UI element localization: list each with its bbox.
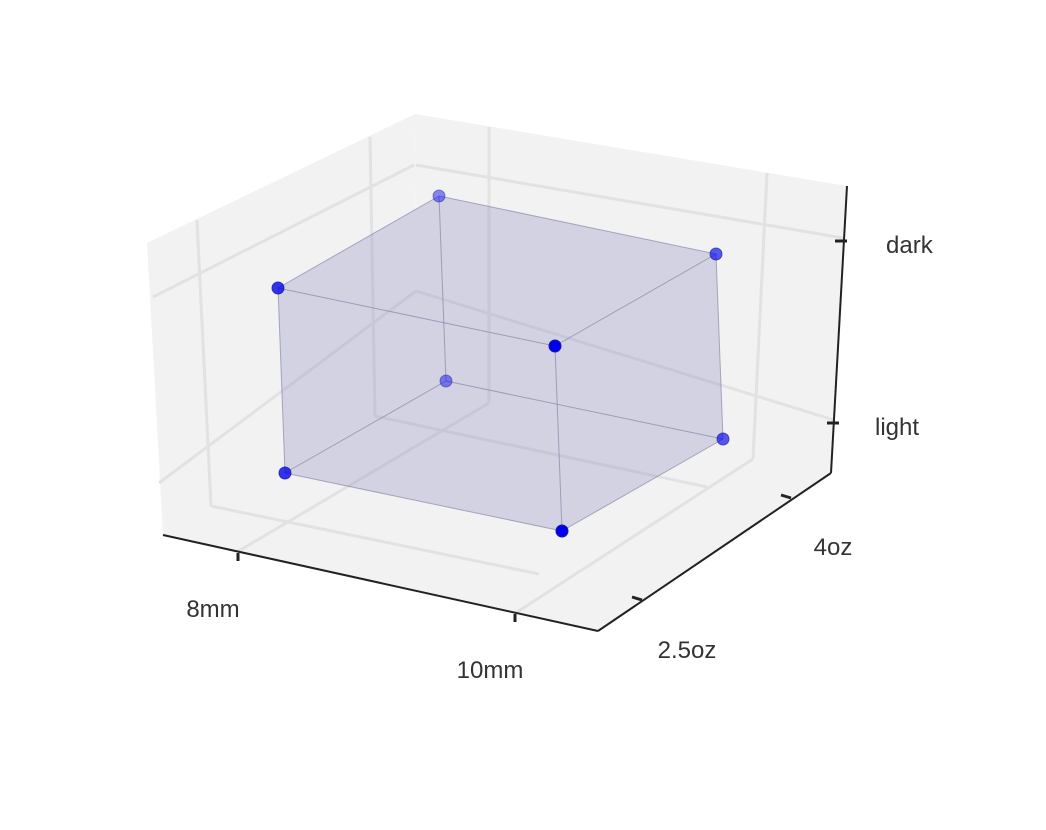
cube-edge [445,380,724,440]
cube-face [278,196,446,473]
grid-line [210,504,540,576]
axis-ticks [236,239,847,622]
data-point [709,247,723,261]
grid-line [415,163,844,240]
cube-edge [554,253,717,347]
grid-line [415,289,835,422]
y-tick-label: 2.5oz [658,637,717,664]
grid-line [751,172,769,460]
grid-line [152,163,415,299]
grid-line [368,136,377,417]
data-point [555,524,569,538]
data-point [278,466,292,480]
back-panes [147,114,847,631]
cube-edge [561,438,724,532]
cube-edge [284,380,447,474]
x-tick-label: 10mm [457,657,524,684]
data-point [548,339,562,353]
x-tick-label: 8mm [186,596,239,623]
cube-face [278,288,562,531]
z-tick-label: dark [886,232,934,259]
cube-edge [277,287,286,474]
cube-edge [554,345,563,532]
data-point [432,189,446,203]
right-back-pane [415,114,847,473]
y-axis-tick [631,595,643,602]
cube-edge [284,472,563,532]
cube-face [555,254,723,531]
y-axis-line [597,472,832,632]
y-tick-label: 4oz [814,534,853,561]
grid-line [374,414,708,489]
y-axis-tick [780,493,792,500]
cube-edges [277,195,724,532]
data-points [271,189,730,538]
axes [162,185,848,632]
z-axis-line [830,185,848,474]
cube-face [285,381,723,531]
cube-edge [277,287,556,347]
z-tick-label: light [875,414,919,441]
grid-line [195,219,213,507]
grid-line [158,289,417,485]
floor-pane [163,346,831,631]
data-point [439,374,453,388]
cube-face [439,196,723,439]
cube-edge [438,195,447,382]
cube-edge [715,253,724,440]
grid-line [236,401,490,554]
cube-face [278,196,716,346]
data-point [271,281,285,295]
grid-lines [152,127,844,616]
tick-labels: 8mm 10mm 2.5oz 4oz light dark [186,232,933,684]
cube-edge [277,195,440,289]
x-axis-line [162,534,599,632]
left-back-pane [147,114,417,535]
cube-edge [438,195,717,255]
grid-line [513,457,754,616]
data-point [716,432,730,446]
cube-faces [278,196,723,531]
